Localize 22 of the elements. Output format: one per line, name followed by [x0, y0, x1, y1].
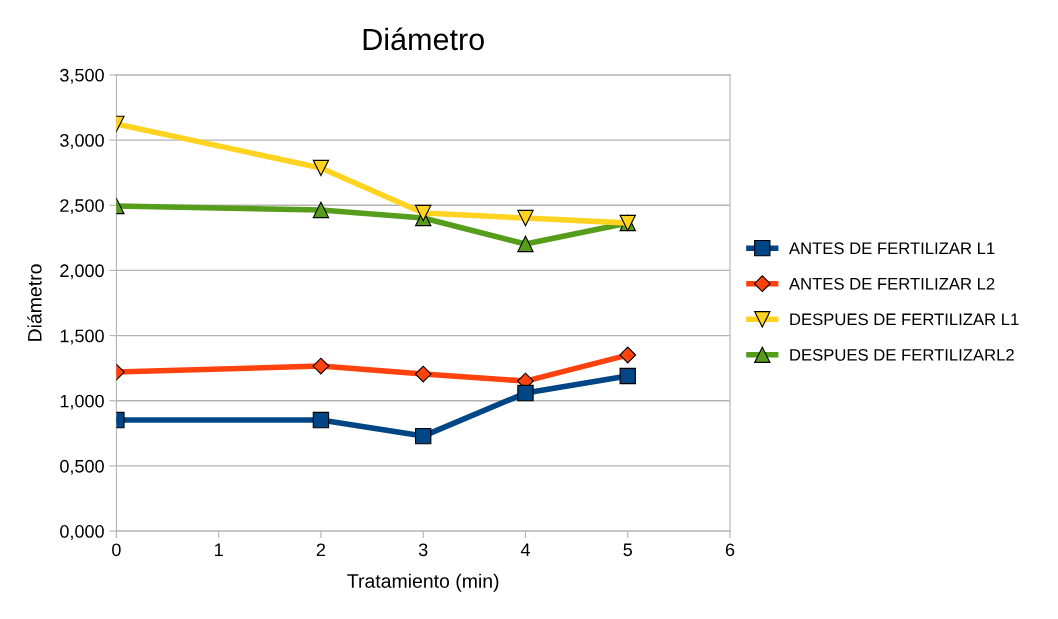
- y-tick-label: 1,500: [60, 329, 104, 345]
- legend-label: ANTES DE FERTILIZAR L2: [788, 277, 995, 290]
- x-tick-label: 3: [418, 543, 428, 557]
- x-tick-label: 4: [520, 543, 530, 556]
- x-tick-label: 5: [623, 543, 633, 557]
- x-axis-title: Tratamiento (min): [347, 573, 499, 592]
- x-tick-label: 6: [725, 543, 735, 557]
- x-tick-label: 1: [215, 543, 223, 556]
- chart-title: Diámetro: [363, 27, 484, 51]
- x-tick-label: 0: [112, 543, 121, 557]
- y-tick-label: 2,000: [60, 264, 104, 280]
- y-tick-label: 0,000: [60, 525, 104, 540]
- y-tick-label: 3,500: [60, 68, 104, 84]
- legend-label: DESPUES DE FERTILIZARL2: [790, 348, 1014, 361]
- y-axis-title: Diámetro: [27, 264, 42, 341]
- x-tick-label: 2: [316, 543, 326, 556]
- y-tick-label: 3,000: [60, 134, 104, 149]
- y-tick-label: 0,500: [60, 459, 104, 475]
- legend-label: DESPUES DE FERTILIZAR L1: [790, 313, 1019, 326]
- legend-label: ANTES DE FERTILIZAR L1: [788, 242, 995, 255]
- y-tick-label: 2,500: [60, 199, 104, 215]
- y-tick-label: 1,000: [60, 394, 104, 410]
